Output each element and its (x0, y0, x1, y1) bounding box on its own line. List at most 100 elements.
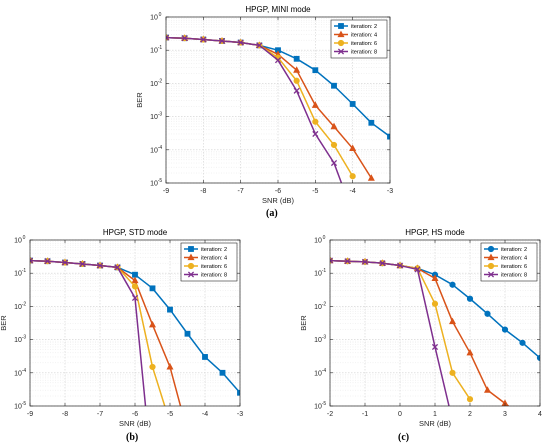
chart-title: HPGP, HS mode (405, 228, 465, 237)
y-axis-label: BER (299, 315, 308, 331)
data-point (379, 260, 386, 267)
data-point (131, 294, 139, 301)
y-tick-exponent: -5 (322, 401, 327, 407)
data-point (311, 101, 319, 108)
data-point (466, 396, 474, 403)
caption-b: (b) (126, 432, 139, 443)
data-point (501, 326, 509, 333)
data-point (361, 258, 369, 265)
y-tick-exponent: -1 (322, 268, 327, 274)
y-tick-label: 10 (14, 337, 22, 344)
data-point (330, 141, 338, 149)
data-point (344, 258, 351, 265)
x-axis-label: SNR (dB) (119, 419, 152, 428)
series-group (30, 256, 240, 406)
y-tick-exponent: 0 (323, 235, 326, 241)
x-tick-label: -7 (97, 411, 103, 418)
data-point (237, 39, 244, 46)
data-point (149, 363, 156, 371)
legend: iteration: 2 iteration: 4 iteration: 6 iter… (480, 242, 538, 282)
data-point (368, 119, 375, 126)
y-tick-label: 10 (314, 404, 322, 411)
y-tick-label: 10 (314, 370, 322, 377)
y-tick-exponent: -4 (22, 368, 27, 374)
y-tick-label: 10 (150, 48, 158, 55)
legend-label: iteration: 2 (501, 247, 527, 253)
y-tick-exponent: 0 (23, 235, 26, 241)
data-point (44, 258, 51, 265)
y-tick-label: 10 (314, 238, 322, 245)
y-tick-label: 10 (14, 271, 22, 278)
series-group (166, 33, 390, 183)
data-point (274, 57, 282, 64)
data-point (131, 276, 139, 284)
x-tick-label: -8 (62, 411, 68, 418)
y-tick-exponent: -4 (322, 368, 327, 374)
series-line-4 (330, 259, 450, 406)
caption-a: (a) (266, 208, 278, 219)
data-point (202, 354, 208, 360)
data-point (484, 310, 491, 317)
y-tick-label: 10 (150, 147, 158, 154)
chart-title: HPGP, MINI mode (245, 5, 311, 14)
legend-marker (337, 39, 345, 47)
y-tick-exponent: -1 (22, 268, 27, 274)
y-tick-exponent: -3 (22, 335, 27, 341)
legend-marker (487, 253, 495, 261)
x-tick-label: -9 (27, 411, 33, 418)
legend-marker (337, 48, 345, 55)
data-point (293, 55, 300, 62)
y-axis-label: BER (0, 315, 8, 331)
y-tick-exponent: -5 (158, 178, 163, 184)
data-point (330, 122, 338, 130)
data-point (293, 87, 300, 94)
y-tick-label: 10 (314, 337, 322, 344)
legend-marker (487, 262, 495, 270)
data-point (536, 354, 540, 362)
data-point (61, 259, 69, 266)
legend: iteration: 2 iteration: 4 iteration: 6 iter… (330, 19, 388, 59)
data-point (114, 264, 121, 271)
y-tick-exponent: -5 (22, 401, 27, 407)
data-point (79, 260, 86, 268)
y-tick-label: 10 (314, 271, 322, 278)
y-tick-exponent: -2 (22, 301, 27, 307)
legend-marker (187, 262, 195, 270)
x-tick-label: -2 (327, 411, 333, 418)
x-tick-label: -6 (275, 188, 281, 195)
series-line-4 (30, 259, 147, 406)
x-tick-label: -5 (167, 411, 173, 418)
data-point (466, 295, 474, 302)
data-point (414, 266, 421, 273)
data-point (312, 118, 319, 125)
data-point (200, 36, 207, 43)
data-point (466, 348, 474, 356)
data-point (219, 369, 226, 376)
x-axis-label: SNR (dB) (262, 196, 295, 205)
y-tick-exponent: 0 (159, 12, 162, 18)
x-tick-label: -4 (202, 411, 208, 418)
legend-marker (337, 30, 345, 38)
x-tick-label: 3 (503, 411, 507, 418)
legend-marker (187, 253, 195, 261)
data-point (431, 274, 439, 281)
legend-label: iteration: 6 (201, 264, 227, 270)
y-axis-label: BER (135, 92, 144, 108)
y-tick-exponent: -1 (158, 45, 163, 51)
y-tick-label: 10 (14, 370, 22, 377)
x-tick-label: 1 (433, 411, 437, 418)
data-point (184, 330, 191, 337)
x-tick-label: 0 (398, 411, 402, 418)
data-point (293, 77, 300, 84)
x-tick-label: -1 (362, 411, 368, 418)
data-point (349, 101, 356, 107)
data-point (431, 300, 439, 307)
y-tick-exponent: -4 (158, 145, 163, 151)
legend: iteration: 2 iteration: 4 iteration: 6 iter… (180, 242, 238, 282)
legend-label: iteration: 6 (501, 264, 527, 270)
data-point (331, 82, 337, 89)
data-point (293, 66, 301, 73)
chart-1: -9 -8 -7 -6 -5 -4 -310-510-410-310-210-110 0HPG… (0, 228, 243, 428)
